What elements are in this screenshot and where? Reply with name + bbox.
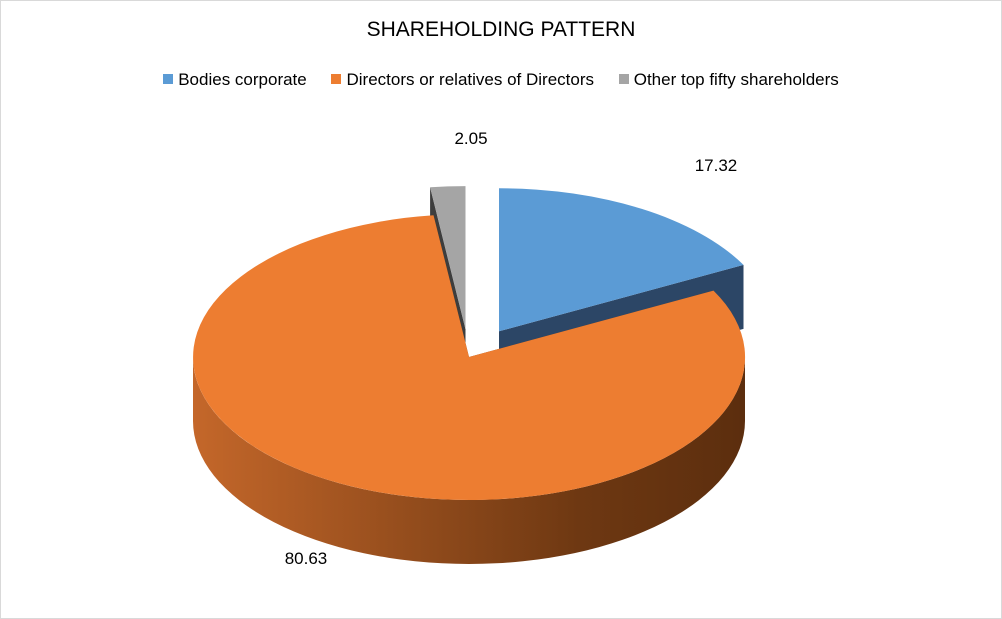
legend-swatch-bodies-corporate [163,74,174,84]
data-label-directors: 80.63 [285,549,328,568]
legend-label-directors: Directors or relatives of Directors [346,70,594,89]
legend-entry-bodies-corporate: Bodies corporate [163,70,307,90]
legend-entry-other-top-fifty: Other top fifty shareholders [618,70,839,90]
legend-entry-directors: Directors or relatives of Directors [331,70,594,90]
legend-swatch-other-top-fifty [618,74,629,84]
data-label-bodies-corporate: 17.32 [695,156,738,175]
pie-slice-top-bodies-corporate [499,188,744,332]
data-label-other-top-fifty: 2.05 [454,129,487,148]
legend-label-bodies-corporate: Bodies corporate [178,70,307,89]
pie-slice-top-directors [193,215,746,501]
pie-slice-top-other-top-fifty [430,186,466,330]
chart-title: SHAREHOLDING PATTERN [366,18,636,41]
pie-slice-side-directors [193,357,745,564]
legend-swatch-directors [331,74,342,84]
legend: Bodies corporate Directors or relatives … [1,70,1001,90]
legend-label-other-top-fifty: Other top fifty shareholders [633,70,839,89]
